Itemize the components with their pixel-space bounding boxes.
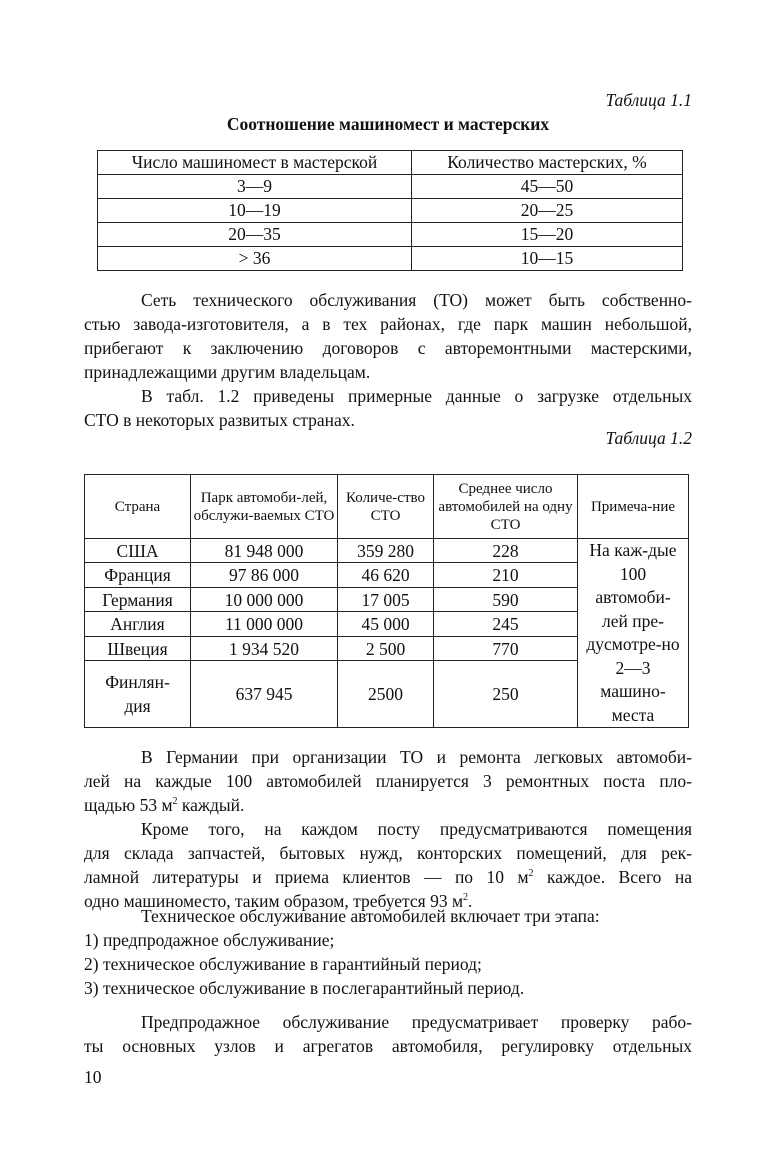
table-cell: 10—19 <box>97 198 412 223</box>
list-item: 2) техническое обслуживание в гарантийны… <box>84 954 482 974</box>
table-row: США 81 948 000 359 280 228 На каж-дые 100 ав… <box>84 537 689 728</box>
paragraph-2: В табл. 1.2 приведены примерные данные о… <box>84 384 692 432</box>
table-cell: 17 005 <box>337 586 434 613</box>
table2-note: На каж-дые 100 автомоби-лей пре-дусмотре… <box>577 538 689 728</box>
text: . <box>468 891 473 911</box>
page-number: 10 <box>84 1067 102 1087</box>
table-cell: 45—50 <box>411 174 683 199</box>
table-cell: 20—25 <box>411 198 683 223</box>
text: одно машиноместо, таким образом, требует… <box>84 891 464 911</box>
table-cell: 20—35 <box>97 222 412 247</box>
table-cell: 81 948 000 <box>190 537 338 564</box>
table2-header: Парк автомоби-лей, обслужи-ваемых СТО <box>190 474 338 539</box>
list-item: 1) предпродажное обслуживание; <box>84 930 335 950</box>
text-line: СТО в некоторых развитых странах. <box>84 410 355 430</box>
table-cell: 3—9 <box>97 174 412 199</box>
table-cell: 15—20 <box>411 222 683 247</box>
table-cell: > 36 <box>97 246 412 271</box>
table-cell: Англия <box>84 611 191 637</box>
text: каждый. <box>177 795 245 815</box>
table-row: Франция 97 86 000 46 620 210 <box>84 562 689 588</box>
table1-header: Число машиномест в мастерской <box>97 150 412 175</box>
table-cell: 2500 <box>337 660 434 728</box>
table-row: Финлян-дия 637 945 2500 250 <box>84 660 689 728</box>
text-line: В Германии при организации ТО и ремонта … <box>141 747 692 767</box>
table2-header: Страна <box>84 474 191 539</box>
superscript: 2 <box>172 796 178 808</box>
table-cell: 46 620 <box>337 562 434 588</box>
text-line: Сеть технического обслуживания (ТО) може… <box>141 290 692 310</box>
text-line: Техническое обслуживание автомобилей вкл… <box>141 906 600 926</box>
text: ламной литературы и приема клиентов — по… <box>84 867 529 887</box>
table-cell: 2 500 <box>337 635 434 662</box>
table2-label: Таблица 1.2 <box>605 428 692 448</box>
table-cell: Германия <box>84 586 191 613</box>
table2-header: Количе-ство СТО <box>337 474 434 539</box>
table-cell: США <box>84 537 191 564</box>
text-line: Предпродажное обслуживание предусматрива… <box>141 1012 692 1032</box>
table-cell: 45 000 <box>337 611 434 637</box>
superscript: 2 <box>528 868 534 880</box>
table-row: 10—19 20—25 <box>97 198 683 223</box>
paragraph-1: Сеть технического обслуживания (ТО) може… <box>84 288 692 384</box>
table-row: Германия 10 000 000 17 005 590 <box>84 586 689 613</box>
text-line: лей на каждые 100 автомобилей планируетс… <box>84 771 692 791</box>
table-cell: 10—15 <box>411 246 683 271</box>
list-item: 3) техническое обслуживание в послегаран… <box>84 978 525 998</box>
table-cell: Швеция <box>84 635 191 662</box>
text-line: прибегают к заключению договоров с автор… <box>84 338 692 358</box>
table1: Число машиномест в мастерской Количество … <box>97 150 683 271</box>
paragraph-6: Предпродажное обслуживание предусматрива… <box>84 1010 692 1058</box>
paragraph-5: Техническое обслуживание автомобилей вкл… <box>84 904 692 1000</box>
text-line: стью завода-изготовителя, а в тех района… <box>84 314 692 334</box>
table-cell: Финлян-дия <box>84 660 191 728</box>
table2-header: Примеча-ние <box>577 474 689 539</box>
table-cell: 637 945 <box>190 660 338 728</box>
table-cell: 250 <box>433 660 578 728</box>
table2-header: Среднее число автомобилей на одну СТО <box>433 474 578 539</box>
text-line: принадлежащими другим владельцам. <box>84 362 371 382</box>
table1-label: Таблица 1.1 <box>605 90 692 110</box>
table-cell: 245 <box>433 611 578 637</box>
text-line: Кроме того, на каждом посту предусматрив… <box>141 819 692 839</box>
text-line: ламной литературы и приема клиентов — по… <box>84 865 692 889</box>
text: щадью 53 м <box>84 795 173 815</box>
table-cell: 97 86 000 <box>190 562 338 588</box>
table-cell: 228 <box>433 537 578 564</box>
table-cell: 590 <box>433 586 578 613</box>
table-cell: 770 <box>433 635 578 662</box>
table-cell: 11 000 000 <box>190 611 338 637</box>
paragraph-3: В Германии при организации ТО и ремонта … <box>84 745 692 817</box>
table-cell: 1 934 520 <box>190 635 338 662</box>
paragraph-4: Кроме того, на каждом посту предусматрив… <box>84 817 692 913</box>
text-line: В табл. 1.2 приведены примерные данные о… <box>141 386 692 406</box>
text-line: ты основных узлов и агрегатов автомобиля… <box>84 1036 692 1056</box>
table1-header: Количество мастерских, % <box>411 150 683 175</box>
table-cell: 210 <box>433 562 578 588</box>
table-row: Швеция 1 934 520 2 500 770 <box>84 635 689 662</box>
table-cell: 359 280 <box>337 537 434 564</box>
table-row: > 36 10—15 <box>97 246 683 271</box>
text-line: щадью 53 м2 каждый. <box>84 793 692 817</box>
table1-title: Соотношение машиномест и мастерских <box>226 114 550 134</box>
table2: Страна Парк автомоби-лей, обслужи-ваемых… <box>84 474 689 728</box>
table-row: 3—9 45—50 <box>97 174 683 199</box>
text-line: для склада запчастей, бытовых нужд, конт… <box>84 843 692 863</box>
text-line: одно машиноместо, таким образом, требует… <box>84 889 692 913</box>
table-cell: 10 000 000 <box>190 586 338 613</box>
table-cell: Франция <box>84 562 191 588</box>
superscript: 2 <box>463 892 469 904</box>
text: каждое. Всего на <box>533 867 693 887</box>
table-row: 20—35 15—20 <box>97 222 683 247</box>
